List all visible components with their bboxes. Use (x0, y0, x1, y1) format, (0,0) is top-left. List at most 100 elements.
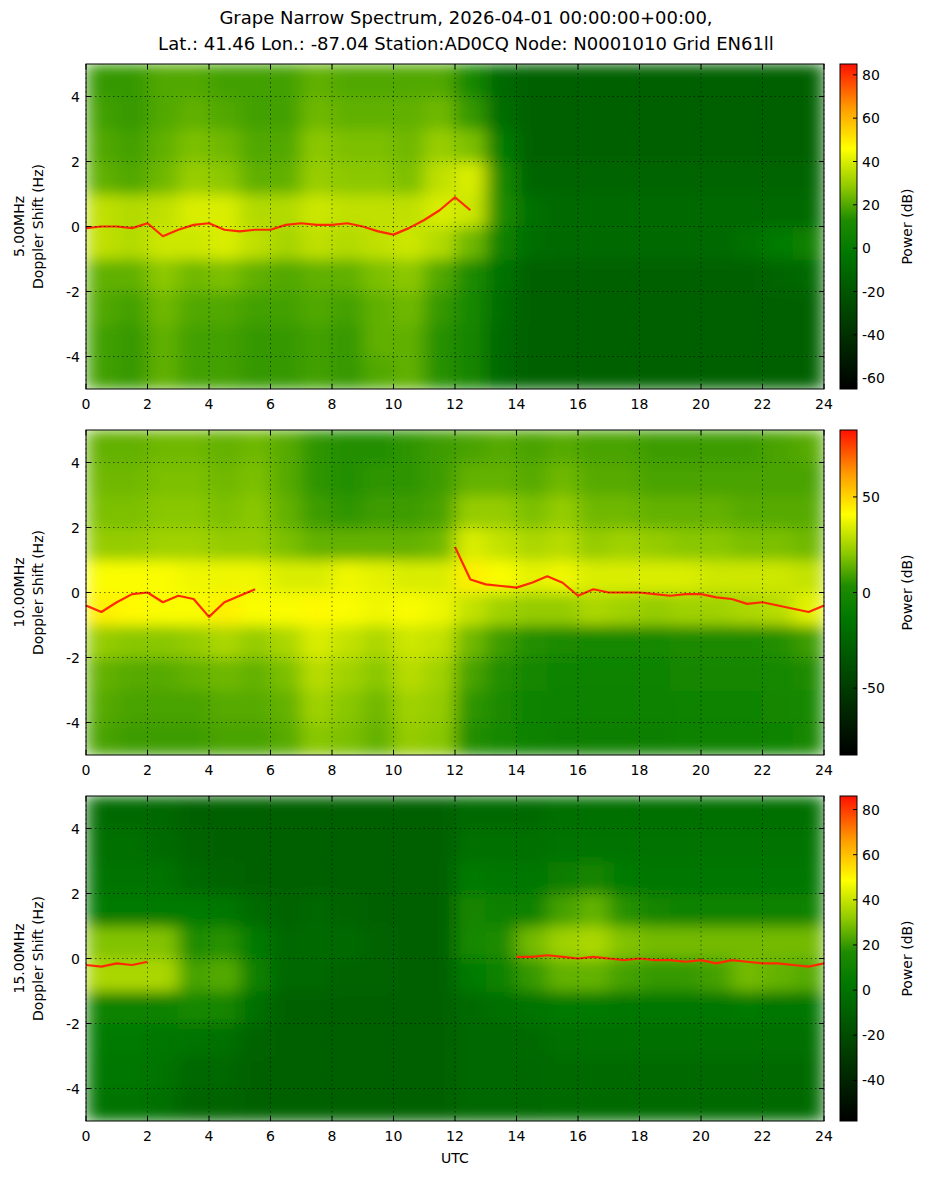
x-tick (393, 1116, 394, 1121)
heatmap-cell (209, 1089, 240, 1122)
heatmap-cell (86, 723, 117, 756)
heatmap-cell (609, 1024, 640, 1057)
x-tick (639, 64, 640, 69)
heatmap-cell (209, 991, 240, 1024)
grid-line (147, 430, 148, 755)
heatmap-cell (240, 463, 271, 496)
heatmap-cell (271, 926, 302, 959)
grid-line (332, 64, 333, 389)
colorbar-tick-label: 50 (862, 489, 880, 505)
heatmap-cell (670, 194, 701, 227)
heatmap-cell (547, 227, 578, 260)
heatmap-cell (640, 593, 671, 626)
x-tick (270, 64, 271, 69)
heatmap-cell (363, 64, 394, 97)
x-tick-label: 14 (508, 396, 526, 412)
x-tick (270, 750, 271, 755)
heatmap-cell (301, 430, 332, 463)
y-tick (86, 161, 91, 162)
heatmap-cell (609, 796, 640, 829)
heatmap-cell (486, 64, 517, 97)
plot-area (86, 430, 824, 755)
heatmap-cell (148, 357, 179, 390)
x-tick (578, 796, 579, 801)
heatmap-cell (394, 430, 425, 463)
heatmap-cell (517, 723, 548, 756)
heatmap-cell (701, 861, 732, 894)
heatmap-cell (455, 593, 486, 626)
x-tick (762, 64, 763, 69)
heatmap-cell (209, 324, 240, 357)
heatmap-cell (486, 324, 517, 357)
heatmap-cell (178, 357, 209, 390)
heatmap-cell (609, 894, 640, 927)
heatmap-cell (670, 1056, 701, 1089)
heatmap-cell (547, 723, 578, 756)
x-tick (455, 750, 456, 755)
colorbar-tick-label: 0 (862, 585, 871, 601)
colorbar-tick-label: 20 (862, 197, 880, 213)
heatmap-cell (455, 324, 486, 357)
heatmap-cell (424, 495, 455, 528)
heatmap-cell (547, 796, 578, 829)
heatmap-cell (793, 991, 824, 1024)
y-tick (86, 893, 91, 894)
heatmap-cell (209, 690, 240, 723)
y-tick (819, 356, 824, 357)
colorbar-tick-label: 60 (862, 110, 880, 126)
heatmap-cell (240, 723, 271, 756)
plot-frame (86, 64, 824, 389)
heatmap-cell (793, 560, 824, 593)
heatmap-cell (424, 97, 455, 130)
heatmap-cell (178, 97, 209, 130)
x-tick-label: 2 (143, 1128, 152, 1144)
heatmap-cell (394, 658, 425, 691)
heatmap-cell (486, 625, 517, 658)
colorbar-tick (853, 899, 857, 900)
heatmap-cell (578, 625, 609, 658)
heatmap-cell (701, 926, 732, 959)
heatmap-cell (424, 1024, 455, 1057)
heatmap-cell (640, 1024, 671, 1057)
heatmap-cell (486, 991, 517, 1024)
heatmap-cell (424, 690, 455, 723)
colorbar-tick (853, 990, 857, 991)
heatmap-cell (240, 796, 271, 829)
x-tick (455, 64, 456, 69)
heatmap-cell (670, 926, 701, 959)
heatmap-cell (517, 690, 548, 723)
heatmap-cell (178, 1089, 209, 1122)
heatmap-cell (793, 926, 824, 959)
x-tick-label: 22 (754, 396, 772, 412)
heatmap-cell (547, 658, 578, 691)
heatmap-cell (86, 829, 117, 862)
y-tick-label: -4 (66, 715, 80, 731)
heatmap-cell (763, 560, 794, 593)
colorbar-tick-label: 40 (862, 892, 880, 908)
heatmap-cell (486, 658, 517, 691)
heatmap-cell (86, 1089, 117, 1122)
x-tick (209, 750, 210, 755)
y-tick-label: 0 (71, 219, 80, 235)
heatmap-cell (240, 690, 271, 723)
y-tick (86, 1088, 91, 1089)
heatmap-cell (301, 97, 332, 130)
heatmap-cell (363, 560, 394, 593)
heatmap-cell (332, 593, 363, 626)
x-tick-label: 12 (446, 396, 464, 412)
x-tick-label: 4 (205, 762, 214, 778)
heatmap-cell (209, 1024, 240, 1057)
heatmap-cell (547, 64, 578, 97)
heatmap-cell (148, 528, 179, 561)
heatmap-cell (670, 227, 701, 260)
heatmap-cell (517, 129, 548, 162)
heatmap-cell (701, 796, 732, 829)
x-tick (455, 384, 456, 389)
y-tick (86, 226, 91, 227)
heatmap-cell (332, 560, 363, 593)
x-tick (393, 384, 394, 389)
heatmap-cell (732, 528, 763, 561)
y-tick-label: -4 (66, 349, 80, 365)
heatmap-cell (763, 894, 794, 927)
heatmap-cell (670, 357, 701, 390)
